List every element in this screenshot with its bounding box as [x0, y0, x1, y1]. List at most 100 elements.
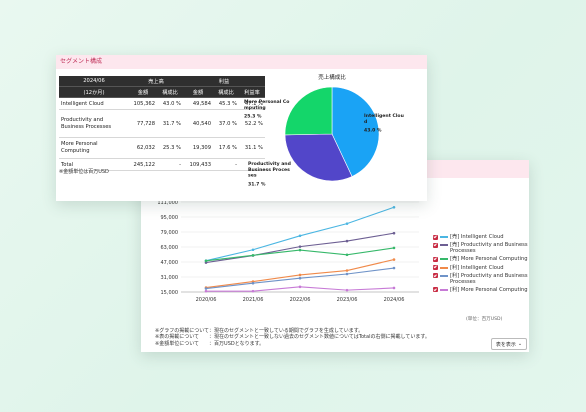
checkbox-checked-icon[interactable] — [433, 242, 438, 248]
header-margin: 利益率 — [239, 86, 265, 98]
legend-label: [売] Intelligent Cloud — [450, 234, 504, 240]
table-subheader-row: (12か月) 金額 構成比 金額 構成比 利益率 — [59, 86, 265, 98]
y-tick-label: 111,000 — [157, 200, 178, 206]
checkbox-checked-icon[interactable] — [433, 287, 438, 293]
amount-unit-footnote: ※金額単位は百万USD — [59, 169, 109, 175]
pie-slice-label: Intelligent Clou d — [364, 113, 404, 125]
row-sales: 105,362 — [129, 97, 157, 110]
show-table-button[interactable]: 表を表示 ⌄ — [491, 338, 527, 350]
data-point — [251, 281, 255, 285]
checkbox-checked-icon[interactable] — [433, 265, 438, 271]
row-margin: - — [239, 158, 265, 171]
y-tick-label: 47,000 — [161, 260, 179, 266]
data-point — [251, 254, 255, 257]
data-point — [392, 205, 396, 209]
chevron-down-icon: ⌄ — [517, 341, 523, 347]
table-row-total: Total 245,122 - 109,433 - - — [59, 158, 265, 171]
header-sales-amount: 金額 — [129, 86, 157, 98]
legend-item[interactable]: [売] Productivity and Business Processes — [433, 242, 529, 254]
pie-slice-label: More Personal Co mputing — [244, 99, 289, 111]
data-point — [345, 288, 349, 292]
legend-item[interactable]: [利] More Personal Computing — [433, 287, 529, 293]
data-point — [345, 253, 349, 257]
note-unit: ※金額単位について ：百万USDとなります。 — [155, 340, 265, 347]
series-line — [205, 259, 395, 289]
segment-table: 2024/06 売上高 利益 (12か月) 金額 構成比 金額 構成比 利益率 … — [59, 76, 265, 171]
data-point — [298, 248, 302, 252]
data-point — [204, 289, 208, 293]
table-row: Productivity and Business Processes 77,7… — [59, 109, 265, 138]
row-profit: 19,309 — [183, 137, 213, 159]
segment-composition-card: セグメント構成 2024/06 売上高 利益 (12か月) 金額 構成比 金額 … — [56, 55, 427, 201]
x-tick-label: 2020/06 — [196, 297, 217, 303]
legend-swatch — [440, 236, 448, 238]
row-name: Intelligent Cloud — [59, 97, 129, 110]
legend-item[interactable]: [利] Intelligent Cloud — [433, 265, 529, 271]
y-tick-label: 95,000 — [161, 215, 179, 221]
legend-swatch — [440, 258, 448, 261]
data-point — [392, 246, 396, 250]
data-point — [298, 273, 302, 277]
pie-slice — [284, 86, 333, 136]
data-point — [298, 285, 302, 289]
row-name: Total — [59, 158, 129, 171]
unit-note: (単位：百万USD) — [466, 317, 503, 322]
y-tick-label: 15,000 — [161, 290, 179, 296]
series-line — [205, 206, 395, 262]
data-point — [392, 231, 396, 235]
row-sales-ratio: - — [157, 158, 183, 171]
pie-slice-label: Productivity and Business Proces ses — [248, 161, 291, 179]
row-sales: 77,728 — [129, 109, 157, 138]
checkbox-checked-icon[interactable] — [433, 234, 438, 240]
segment-line-chart: 15,000 31,000 47,000 63,000 79,000 95,000 111,… — [157, 200, 419, 303]
legend-item[interactable]: [売] More Personal Computing — [433, 256, 529, 262]
row-sales: 62,032 — [129, 137, 157, 159]
note-graph: ※グラフの掲載について：現在のセグメントと一致している期間でグラフを生成していま… — [155, 328, 364, 334]
y-tick-label: 31,000 — [161, 275, 179, 281]
pie-slice — [284, 133, 353, 182]
header-sales: 売上高 — [129, 76, 183, 87]
data-point — [298, 234, 302, 238]
table-header-row: 2024/06 売上高 利益 — [59, 76, 265, 87]
data-point — [345, 269, 349, 272]
row-profit-ratio: 45.3 % — [213, 97, 239, 110]
row-name: More Personal Computing — [59, 137, 129, 159]
data-point — [298, 276, 302, 280]
row-profit: 49,584 — [183, 97, 213, 110]
data-point — [345, 222, 349, 225]
data-point — [204, 287, 208, 290]
row-name: Productivity and Business Processes — [59, 109, 129, 138]
table-row: More Personal Computing 62,032 25.3 % 19… — [59, 137, 265, 159]
legend-swatch — [440, 288, 448, 291]
x-tick-label: 2021/06 — [243, 297, 264, 303]
row-profit: 40,540 — [183, 109, 213, 138]
data-point — [392, 266, 396, 270]
legend-label: [利] Intelligent Cloud — [450, 264, 504, 271]
checkbox-checked-icon[interactable] — [433, 256, 438, 262]
row-margin: 52.2 % — [239, 109, 265, 138]
y-tick-label: 79,000 — [161, 230, 179, 236]
sales-composition-pie: 売上構成比 Intelligent Clou d 43.0 % Productivity… — [244, 73, 404, 187]
y-tick-label: 63,000 — [161, 245, 179, 251]
row-sales-ratio: 31.7 % — [157, 109, 183, 138]
x-tick-label: 2023/06 — [337, 297, 358, 303]
legend-swatch — [440, 244, 448, 247]
header-period: 2024/06 — [59, 76, 129, 87]
legend-item[interactable]: [売] Intelligent Cloud — [433, 234, 529, 240]
data-point — [298, 245, 302, 248]
row-margin: 47.1 % — [239, 97, 265, 110]
row-sales-ratio: 25.3 % — [157, 137, 183, 159]
legend-swatch — [440, 274, 448, 277]
row-profit-ratio: 17.6 % — [213, 137, 239, 159]
legend-label: [利] Productivity and Business Processes — [450, 272, 528, 285]
chart-notes: ※グラフの掲載について：現在のセグメントと一致している期間でグラフを生成していま… — [155, 328, 430, 347]
row-margin: 31.1 % — [239, 137, 265, 159]
legend-item[interactable]: [利] Productivity and Business Processes — [433, 273, 529, 285]
checkbox-checked-icon[interactable] — [433, 273, 438, 279]
table-row: Intelligent Cloud 105,362 43.0 % 49,584 … — [59, 97, 265, 110]
legend-label: [売] More Personal Computing — [450, 256, 528, 263]
pie-slice — [331, 86, 380, 177]
pie-slice-percent: 31.7 % — [248, 181, 266, 187]
header-profit: 利益 — [183, 76, 265, 87]
pie-slice-percent: 43.0 % — [364, 128, 382, 134]
